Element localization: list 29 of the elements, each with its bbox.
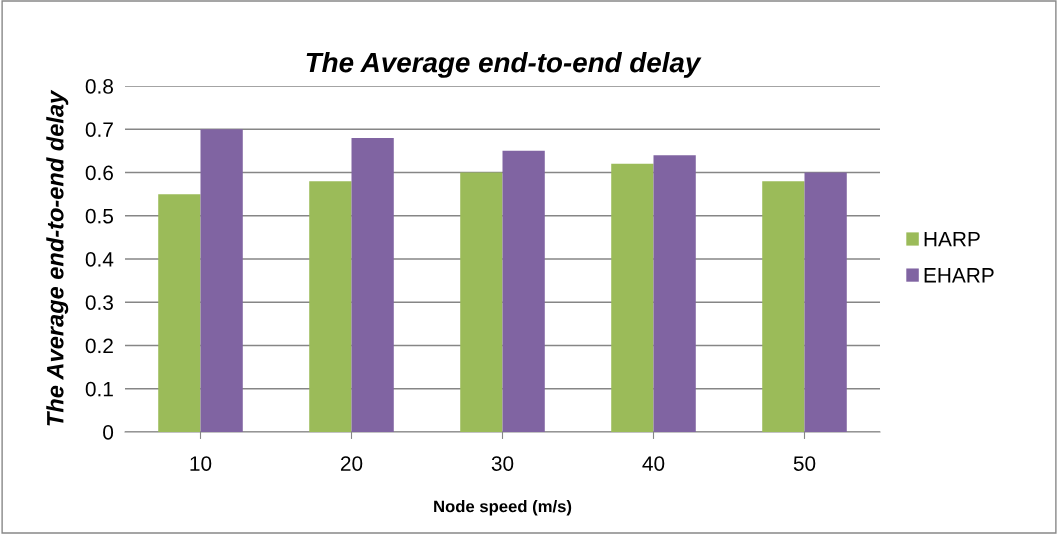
y-tick-label: 0.8 (85, 79, 113, 94)
x-axis-title: Node speed (m/s) (434, 500, 572, 516)
x-tick-label: 10 (190, 456, 212, 471)
legend-label: EHARP (924, 268, 994, 283)
y-tick-label: 0.3 (85, 295, 113, 310)
x-tick-label: 50 (793, 456, 816, 471)
y-tick-label: 0 (103, 425, 114, 440)
y-tick-label: 0.1 (85, 381, 113, 397)
y-axis-title: The Average end-to-end delay (46, 89, 69, 426)
y-tick-label: 0.2 (85, 338, 113, 354)
bar (653, 155, 696, 432)
x-tick-label: 30 (491, 456, 514, 471)
bar (502, 150, 545, 432)
bar (158, 194, 201, 432)
y-tick-label: 0.4 (85, 252, 114, 267)
y-tick-label: 0.6 (85, 165, 113, 181)
bar (309, 181, 352, 432)
bar (611, 163, 654, 432)
bar (200, 129, 243, 432)
bar (351, 137, 394, 432)
x-tick-label: 20 (340, 456, 363, 471)
bar (460, 172, 503, 432)
bar (762, 181, 805, 432)
bar (804, 172, 847, 432)
y-tick-label: 0.5 (85, 208, 114, 224)
legend-label: HARP (924, 232, 980, 247)
x-tick-label: 40 (642, 456, 665, 471)
chart-title: The Average end-to-end delay (306, 51, 702, 78)
y-tick-label: 0.7 (85, 122, 113, 137)
